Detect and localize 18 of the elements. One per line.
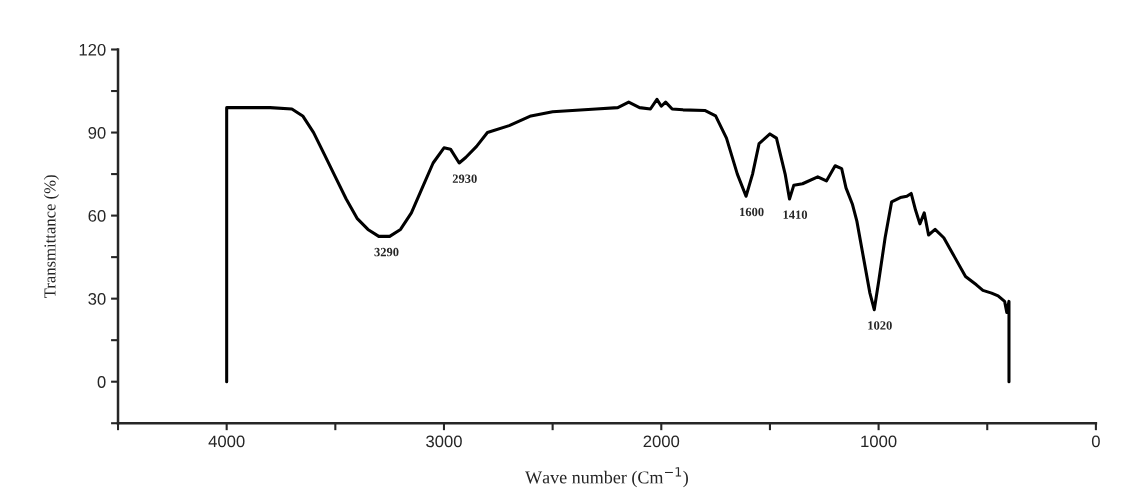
annotation: 1020 <box>868 321 892 330</box>
x-tick-label: 3000 <box>426 435 462 448</box>
y-tick-label: 0 <box>97 376 106 388</box>
annotation: 3290 <box>374 247 399 257</box>
annotation: 1600 <box>740 207 764 217</box>
y-tick-label: 60 <box>88 210 106 222</box>
y-axis-title: Transmittance (%) <box>43 175 59 299</box>
y-tick-label: 30 <box>88 293 106 305</box>
line-series <box>225 97 1011 384</box>
y-tick-label: 90 <box>88 126 106 139</box>
x-tick-label: 2000 <box>643 435 680 448</box>
x-axis-title: Wave number (Cm$^{−1}$) <box>525 467 688 488</box>
annotation: 1410 <box>783 210 808 219</box>
x-tick-label: 4000 <box>208 435 245 448</box>
x-tick-label: 1000 <box>861 435 897 448</box>
annotation: 2930 <box>452 174 477 183</box>
x-tick-label: 0 <box>1091 435 1100 448</box>
y-tick-label: 120 <box>79 43 106 56</box>
